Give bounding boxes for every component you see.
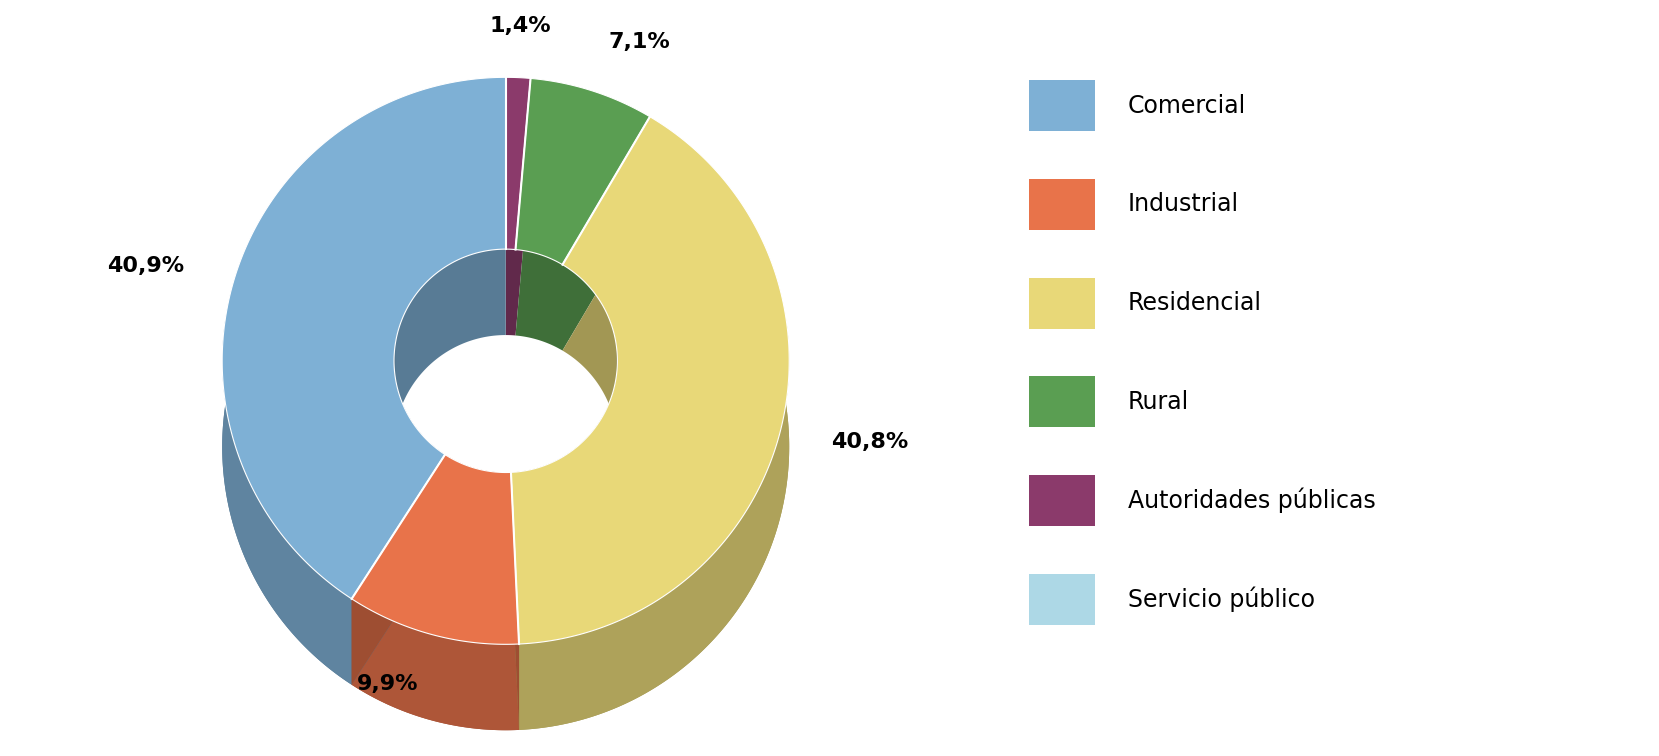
Text: 40,9%: 40,9% [108,256,184,276]
Bar [1029,277,1095,329]
Bar [1029,80,1095,132]
Text: Comercial: Comercial [1128,94,1246,118]
Text: Rural: Rural [1128,390,1190,414]
Polygon shape [511,472,519,730]
Polygon shape [506,77,531,249]
Text: 9,9%: 9,9% [357,674,418,694]
Text: Servicio público: Servicio público [1128,587,1316,612]
Bar [1029,179,1095,230]
Polygon shape [352,454,445,685]
Polygon shape [511,472,519,730]
Text: 7,1%: 7,1% [609,32,670,52]
Polygon shape [511,345,617,558]
Polygon shape [395,345,445,541]
Polygon shape [511,203,790,730]
Polygon shape [445,454,511,559]
Text: Autoridades públicas: Autoridades públicas [1128,488,1375,513]
Bar [1029,376,1095,427]
Polygon shape [222,163,506,685]
Text: 40,8%: 40,8% [831,432,907,451]
Polygon shape [516,79,650,265]
Polygon shape [511,116,790,644]
Polygon shape [222,320,352,685]
Text: Industrial: Industrial [1128,193,1239,216]
Bar [1029,475,1095,526]
Text: 1,4%: 1,4% [489,16,551,36]
Polygon shape [506,163,531,336]
Text: Residencial: Residencial [1128,291,1262,315]
Polygon shape [352,599,519,730]
Polygon shape [516,164,650,351]
Polygon shape [519,320,790,730]
Polygon shape [352,454,445,685]
Polygon shape [352,541,519,730]
Polygon shape [352,454,519,644]
Polygon shape [222,77,506,599]
Bar [1029,574,1095,624]
